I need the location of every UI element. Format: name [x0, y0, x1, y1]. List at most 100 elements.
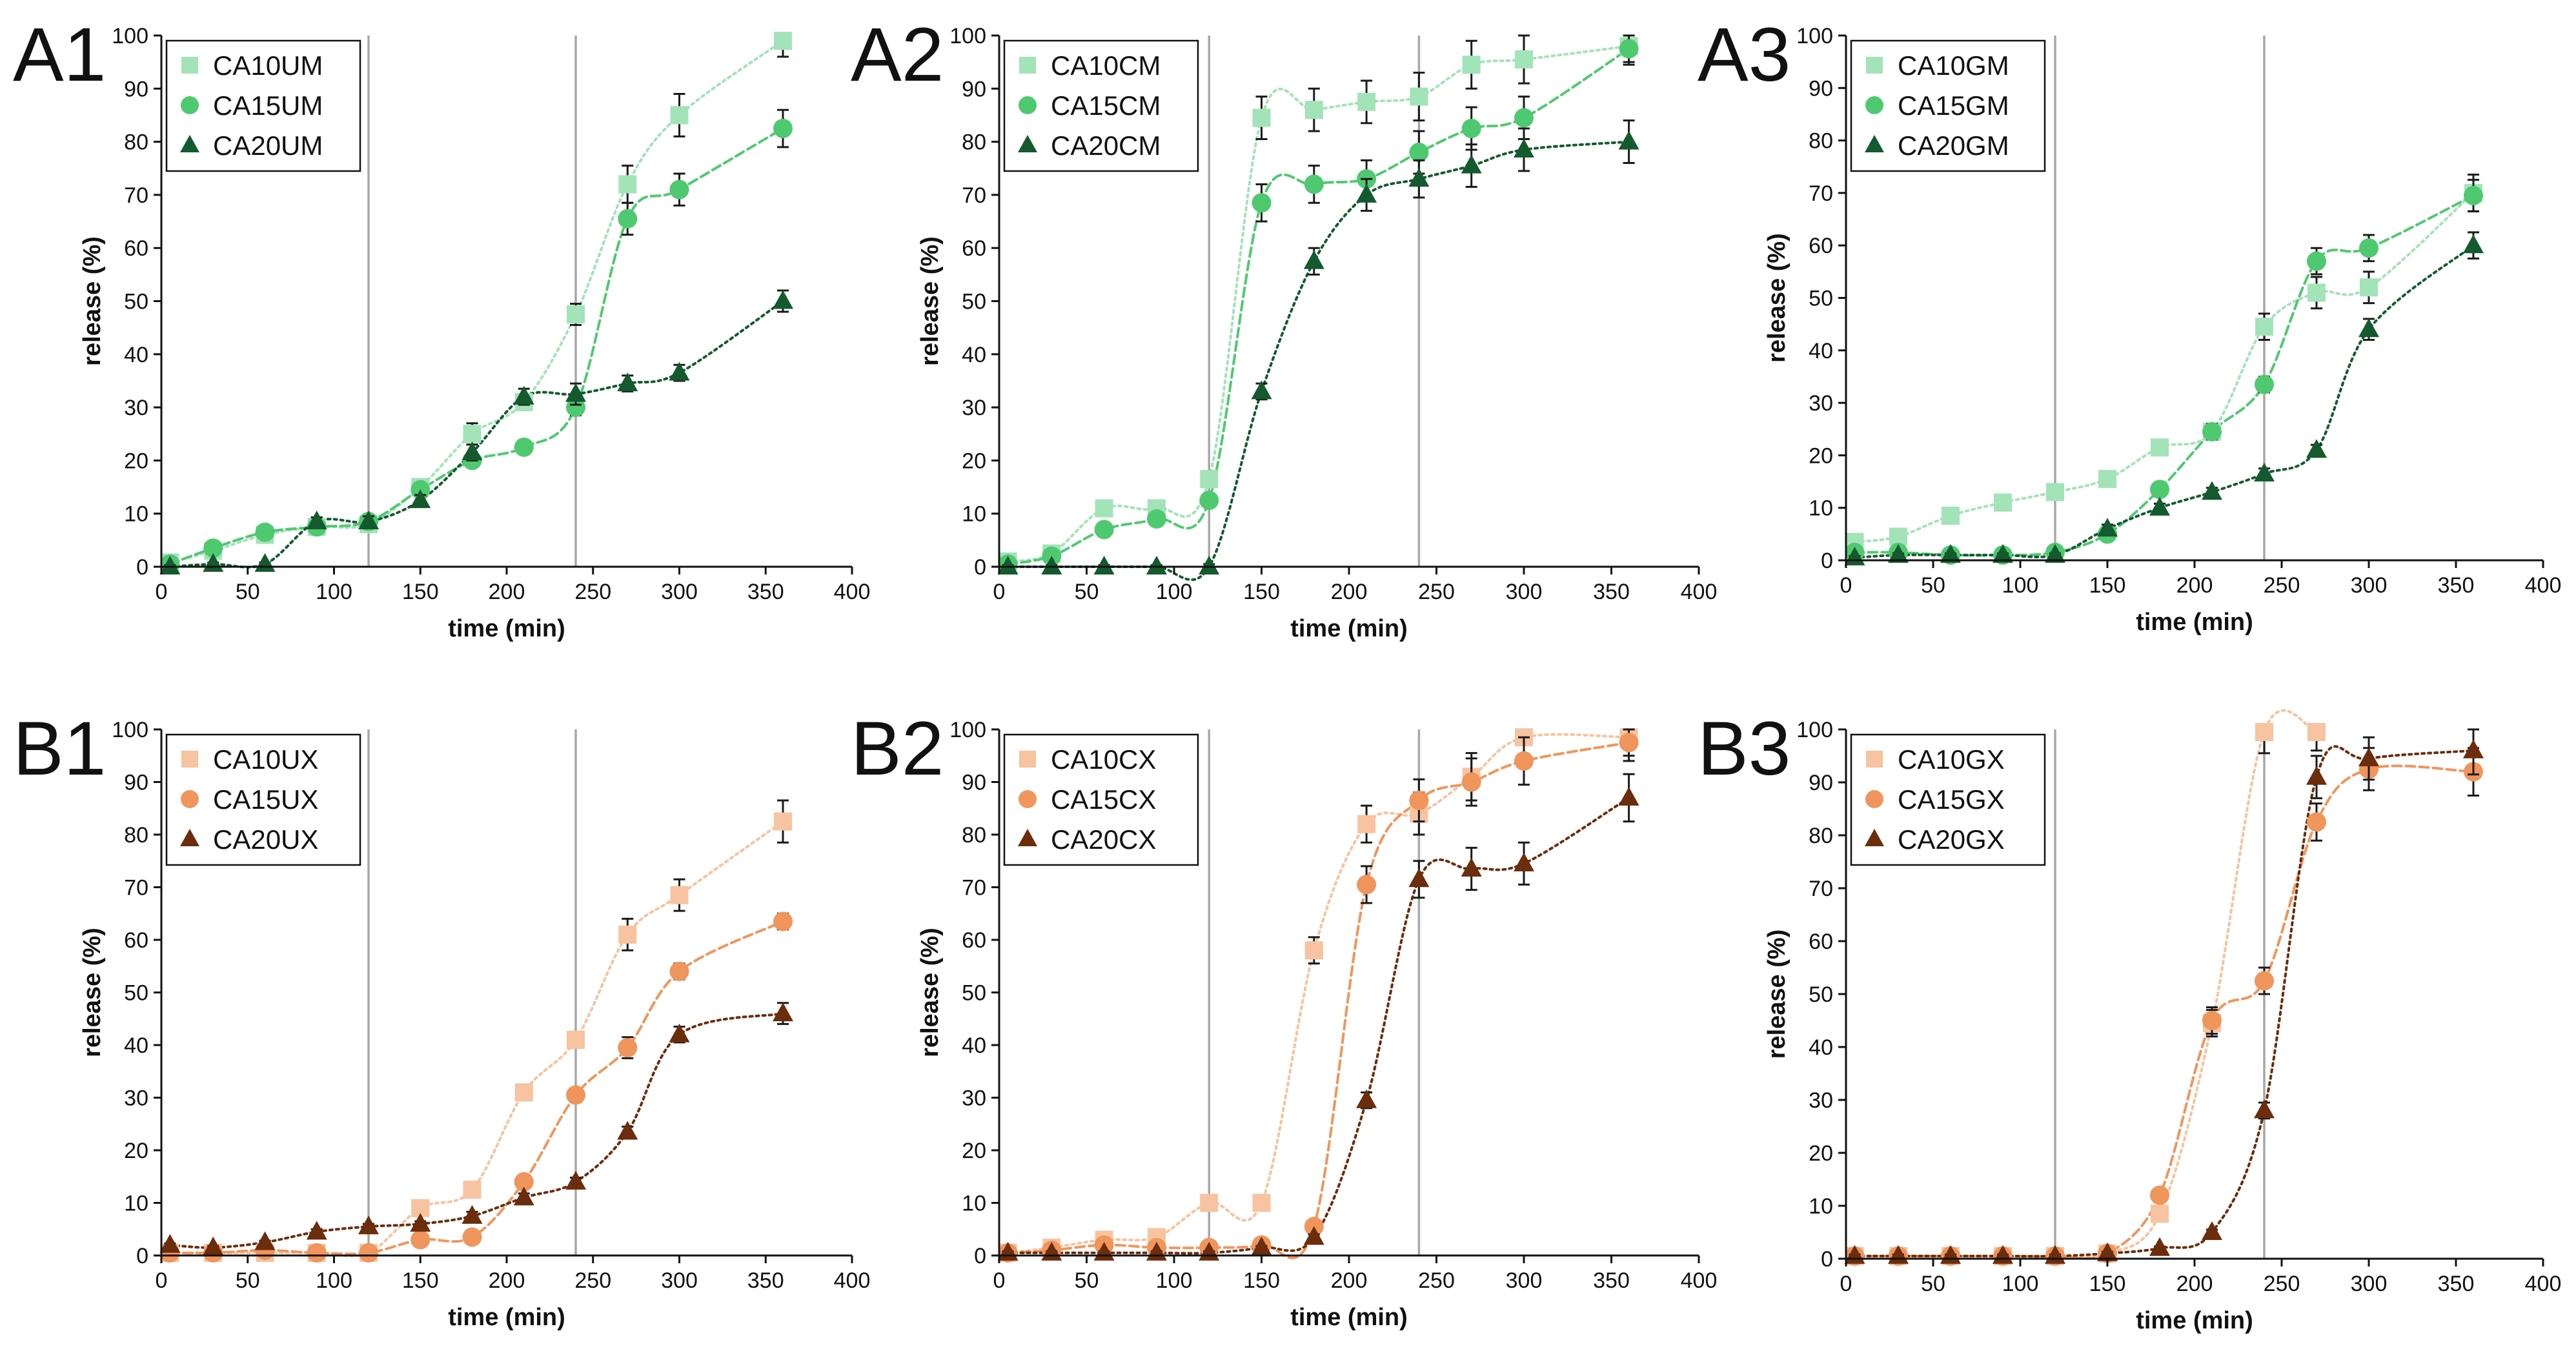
x-tick-label: 100	[2002, 573, 2039, 598]
x-tick-label: 300	[2351, 573, 2388, 598]
y-tick-label: 100	[112, 24, 148, 48]
data-point-triangle	[2254, 462, 2275, 482]
x-tick-label: 400	[2525, 573, 2562, 598]
y-tick-label: 60	[124, 236, 148, 261]
legend-marker	[1866, 57, 1883, 74]
data-point-square	[2255, 318, 2273, 336]
panel-label: B2	[851, 706, 944, 791]
x-axis-label: time (min)	[2136, 609, 2253, 636]
y-axis-label: release (%)	[79, 236, 106, 366]
legend: CA10GM CA15GM CA20GM	[1850, 39, 2046, 172]
y-tick-label: 90	[1809, 771, 1833, 795]
legend-label: CA15GM	[1898, 90, 2009, 121]
data-point-triangle	[306, 1221, 327, 1240]
data-point-square	[1357, 815, 1376, 833]
data-point-circle	[1409, 143, 1429, 163]
y-tick-label: 40	[124, 343, 148, 367]
x-tick-label: 150	[1243, 1268, 1280, 1293]
legend-frame	[165, 733, 361, 866]
data-point-square	[1304, 101, 1323, 119]
data-point-circle	[2202, 422, 2222, 442]
y-tick-label: 20	[1809, 443, 1833, 468]
y-tick-label: 20	[124, 449, 148, 473]
data-point-triangle	[2358, 747, 2379, 767]
data-point-square	[2098, 469, 2116, 488]
data-point-triangle	[306, 511, 327, 530]
data-point-triangle	[2149, 1237, 2170, 1256]
data-point-triangle	[2358, 318, 2379, 338]
x-tick-label: 250	[1418, 580, 1455, 604]
data-point-circle	[1146, 509, 1166, 529]
data-point-square	[670, 106, 689, 125]
y-tick-label: 20	[1809, 1141, 1833, 1166]
legend-marker	[1019, 790, 1037, 808]
y-tick-label: 100	[1796, 718, 1833, 742]
data-point-circle	[1461, 772, 1481, 792]
data-point-triangle	[461, 442, 483, 461]
x-axis-label: time (min)	[448, 1304, 565, 1331]
legend-label: CA10UX	[213, 744, 318, 775]
data-point-triangle	[203, 1236, 224, 1255]
legend-marker	[181, 96, 199, 114]
x-tick-label: 100	[2002, 1272, 2039, 1296]
y-tick-label: 60	[962, 236, 986, 261]
data-point-circle	[255, 522, 275, 542]
panel-label: B3	[1698, 706, 1790, 791]
series-curve-ca20cx	[1006, 796, 1630, 1255]
data-point-triangle	[2463, 739, 2484, 758]
y-tick-label: 60	[1809, 930, 1833, 954]
legend-label: CA10GX	[1898, 744, 2005, 775]
data-point-square	[1095, 499, 1113, 518]
y-tick-label: 50	[1809, 982, 1833, 1007]
legend: CA10UX CA15UX CA20UX	[165, 733, 361, 866]
data-point-square	[1304, 941, 1323, 960]
panel-a1: A1 0 10 20 30 40 50 60 70 80 90 100 0 50 100 150 200 250 3…	[13, 12, 870, 642]
y-tick-label: 90	[962, 771, 986, 795]
x-tick-label: 350	[1593, 1268, 1630, 1293]
data-point-triangle	[1199, 556, 1220, 574]
y-tick-label: 0	[1821, 549, 1833, 573]
legend-label: CA20GM	[1898, 130, 2009, 161]
data-point-circle	[1252, 193, 1272, 213]
data-point-triangle	[461, 1204, 483, 1224]
y-axis-label: release (%)	[1763, 930, 1790, 1059]
x-tick-label: 0	[156, 1268, 168, 1293]
x-tick-label: 50	[236, 580, 260, 604]
panel-label: A2	[851, 12, 944, 97]
x-tick-label: 0	[993, 580, 1006, 604]
data-point-square	[567, 305, 585, 324]
y-axis-label: release (%)	[79, 928, 106, 1057]
y-tick-label: 50	[962, 981, 986, 1006]
data-point-triangle	[1461, 154, 1482, 174]
data-point-circle	[566, 1085, 585, 1105]
data-point-circle	[1094, 520, 1114, 540]
y-axis-label: release (%)	[1763, 233, 1790, 363]
data-point-circle	[2359, 238, 2378, 258]
x-tick-label: 400	[1681, 1268, 1718, 1293]
x-tick-label: 400	[1681, 580, 1718, 604]
x-axis-label: time (min)	[448, 615, 565, 642]
y-tick-label: 0	[136, 1244, 148, 1268]
panel-label: A3	[1698, 12, 1790, 97]
x-tick-label: 50	[236, 1268, 260, 1293]
data-point-circle	[1409, 791, 1429, 811]
data-point-triangle	[1618, 786, 1639, 806]
y-tick-label: 70	[1809, 181, 1833, 206]
legend-label: CA10GM	[1898, 50, 2009, 81]
y-tick-label: 70	[962, 183, 986, 208]
legend-marker	[1019, 96, 1037, 114]
legend-label: CA20UX	[213, 824, 318, 855]
data-point-circle	[1514, 108, 1534, 128]
y-tick-label: 50	[124, 290, 148, 314]
data-point-triangle	[1251, 1236, 1272, 1255]
y-axis-label: release (%)	[917, 236, 944, 366]
y-tick-label: 30	[124, 396, 148, 420]
data-point-triangle	[410, 489, 431, 509]
y-tick-label: 60	[1809, 234, 1833, 258]
data-point-square	[2046, 483, 2064, 502]
x-tick-label: 50	[1075, 580, 1099, 604]
legend-label: CA15GX	[1898, 784, 2005, 815]
x-axis-label: time (min)	[1290, 615, 1408, 642]
legend-label: CA15UX	[213, 784, 318, 815]
data-point-circle	[2464, 185, 2483, 205]
